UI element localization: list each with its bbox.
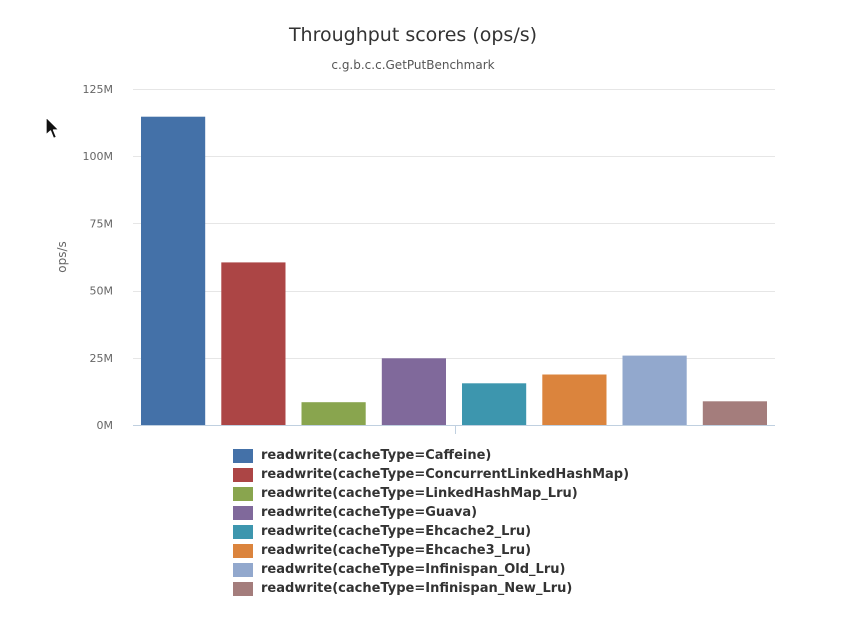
- legend-label: readwrite(cacheType=LinkedHashMap_Lru): [261, 486, 578, 501]
- y-tick-label: 100M: [83, 150, 114, 163]
- bar[interactable]: [622, 355, 687, 425]
- legend-item[interactable]: readwrite(cacheType=Ehcache3_Lru): [233, 541, 629, 560]
- legend-label: readwrite(cacheType=ConcurrentLinkedHash…: [261, 467, 630, 482]
- y-tick-label: 125M: [83, 83, 114, 96]
- legend-swatch: [233, 524, 253, 539]
- legend-label: readwrite(cacheType=Infinispan_New_Lru): [261, 581, 573, 596]
- legend-swatch: [233, 505, 253, 520]
- y-tick-label: 0M: [97, 419, 114, 432]
- legend-item[interactable]: readwrite(cacheType=Infinispan_Old_Lru): [233, 560, 629, 579]
- bar[interactable]: [141, 116, 206, 425]
- legend-label: readwrite(cacheType=Caffeine): [261, 448, 492, 463]
- bar[interactable]: [702, 401, 767, 425]
- chart-subtitle: c.g.b.c.c.GetPutBenchmark: [331, 58, 494, 72]
- y-tick-label: 25M: [90, 352, 114, 365]
- legend-label: readwrite(cacheType=Ehcache3_Lru): [261, 543, 532, 558]
- bar[interactable]: [301, 402, 366, 425]
- legend-swatch: [233, 486, 253, 501]
- bars: [141, 116, 767, 426]
- bar[interactable]: [462, 383, 527, 425]
- legend-swatch: [233, 562, 253, 577]
- y-tick-label: 75M: [90, 217, 114, 230]
- y-tick-label: 50M: [90, 285, 114, 298]
- legend-swatch: [233, 543, 253, 558]
- legend-item[interactable]: readwrite(cacheType=ConcurrentLinkedHash…: [233, 465, 629, 484]
- legend: readwrite(cacheType=Caffeine) readwrite(c…: [233, 446, 629, 598]
- bar[interactable]: [542, 374, 607, 426]
- legend-swatch: [233, 581, 253, 596]
- legend-item[interactable]: readwrite(cacheType=Infinispan_New_Lru): [233, 579, 629, 598]
- legend-label: readwrite(cacheType=Ehcache2_Lru): [261, 524, 532, 539]
- legend-item[interactable]: readwrite(cacheType=Guava): [233, 503, 629, 522]
- legend-swatch: [233, 448, 253, 463]
- chart-title: Throughput scores (ops/s): [288, 24, 537, 46]
- mouse-pointer-icon: [45, 116, 60, 140]
- legend-swatch: [233, 467, 253, 482]
- bar[interactable]: [221, 262, 286, 425]
- bar[interactable]: [381, 358, 446, 425]
- legend-label: readwrite(cacheType=Guava): [261, 505, 478, 520]
- legend-item[interactable]: readwrite(cacheType=Ehcache2_Lru): [233, 522, 629, 541]
- legend-item[interactable]: readwrite(cacheType=LinkedHashMap_Lru): [233, 484, 629, 503]
- legend-label: readwrite(cacheType=Infinispan_Old_Lru): [261, 562, 566, 577]
- legend-item[interactable]: readwrite(cacheType=Caffeine): [233, 446, 629, 465]
- y-axis-label: ops/s: [55, 241, 69, 273]
- y-axis-ticks: 0M 25M 50M 75M 100M 125M: [83, 83, 114, 432]
